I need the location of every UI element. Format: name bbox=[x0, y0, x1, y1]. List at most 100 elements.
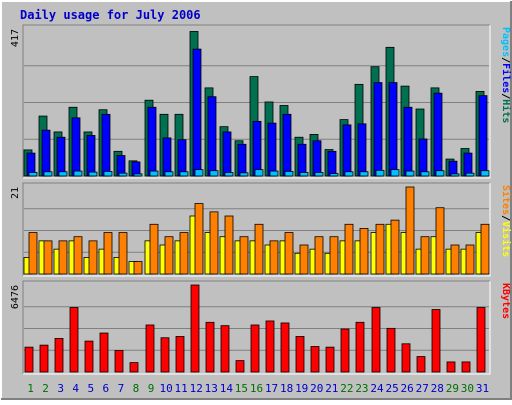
bar-pages-day-6 bbox=[103, 171, 113, 177]
day-label-30: 30 bbox=[461, 382, 474, 395]
bar-pages-day-5 bbox=[88, 171, 98, 177]
bar-kbytes-day-19 bbox=[295, 335, 305, 373]
legend-visits-sites: Sites/Visits bbox=[500, 185, 512, 257]
bar-pages-day-24 bbox=[375, 169, 385, 177]
bar-pages-day-7 bbox=[118, 172, 128, 177]
bar-kbytes-day-10 bbox=[160, 337, 170, 373]
bar-kbytes-day-14 bbox=[220, 325, 230, 373]
bar-sites-day-13 bbox=[209, 211, 219, 275]
day-label-12: 12 bbox=[190, 382, 203, 395]
bar-pages-day-8 bbox=[133, 173, 143, 177]
bar-sites-day-19 bbox=[299, 244, 309, 275]
legend-entry: / bbox=[500, 57, 511, 63]
bar-sites-day-15 bbox=[239, 236, 249, 275]
bar-sites-day-10 bbox=[164, 236, 174, 275]
bar-pages-day-10 bbox=[164, 171, 174, 177]
bar-kbytes-day-26 bbox=[401, 343, 411, 373]
day-label-13: 13 bbox=[205, 382, 218, 395]
bar-files-day-31 bbox=[478, 95, 488, 177]
legend-entry: Visits bbox=[500, 221, 512, 257]
day-label-10: 10 bbox=[159, 382, 172, 395]
bar-kbytes-day-21 bbox=[325, 346, 335, 373]
bar-files-day-11 bbox=[177, 139, 187, 177]
bar-sites-day-18 bbox=[284, 232, 294, 275]
bar-files-day-15 bbox=[237, 143, 247, 177]
bar-files-day-24 bbox=[373, 82, 383, 177]
bar-kbytes-day-1 bbox=[24, 346, 34, 373]
bar-pages-day-4 bbox=[73, 170, 83, 177]
legend-entry: Hits bbox=[500, 99, 512, 123]
bar-kbytes-day-25 bbox=[386, 327, 396, 373]
bar-files-day-17 bbox=[267, 122, 277, 177]
legend-entry: / bbox=[500, 93, 511, 99]
day-label-18: 18 bbox=[280, 382, 293, 395]
bar-files-day-22 bbox=[342, 124, 352, 177]
bar-sites-day-2 bbox=[43, 240, 53, 275]
bar-files-day-30 bbox=[463, 152, 473, 177]
panel-kbytes: 6476 KBytes bbox=[10, 280, 511, 375]
series-files bbox=[26, 48, 488, 177]
bar-sites-day-17 bbox=[269, 240, 279, 275]
bar-sites-day-7 bbox=[118, 232, 128, 275]
bar-sites-day-1 bbox=[28, 232, 38, 275]
day-label-16: 16 bbox=[250, 382, 263, 395]
day-label-21: 21 bbox=[325, 382, 338, 395]
bar-sites-day-16 bbox=[254, 223, 264, 275]
bar-kbytes-day-15 bbox=[235, 360, 245, 373]
bar-pages-day-2 bbox=[43, 171, 53, 177]
bar-kbytes-day-18 bbox=[280, 322, 290, 373]
bar-files-day-16 bbox=[252, 120, 262, 177]
day-label-24: 24 bbox=[370, 382, 384, 395]
day-label-6: 6 bbox=[103, 382, 110, 395]
day-label-15: 15 bbox=[235, 382, 248, 395]
bar-pages-day-19 bbox=[299, 172, 309, 177]
series-kbytes bbox=[24, 284, 486, 373]
bar-files-day-20 bbox=[312, 140, 322, 177]
bar-pages-day-25 bbox=[390, 169, 400, 177]
bar-files-day-26 bbox=[403, 106, 413, 177]
bar-kbytes-day-9 bbox=[145, 324, 155, 373]
scale-max-label: 417 bbox=[10, 29, 21, 47]
bar-kbytes-day-12 bbox=[190, 284, 200, 373]
day-label-27: 27 bbox=[416, 382, 429, 395]
bar-pages-day-17 bbox=[269, 170, 279, 177]
bar-files-day-4 bbox=[71, 117, 81, 177]
bar-files-day-2 bbox=[41, 129, 51, 177]
bar-kbytes-day-8 bbox=[129, 362, 139, 373]
day-label-31: 31 bbox=[476, 382, 489, 395]
bar-kbytes-day-30 bbox=[461, 361, 471, 373]
bar-sites-day-6 bbox=[103, 232, 113, 275]
legend-entry: Pages bbox=[500, 27, 511, 57]
day-label-20: 20 bbox=[310, 382, 323, 395]
bar-pages-day-20 bbox=[314, 172, 324, 177]
scale-max-label: 21 bbox=[10, 187, 21, 199]
bar-files-day-19 bbox=[297, 143, 307, 177]
bar-pages-day-18 bbox=[284, 171, 294, 177]
scale-max-label: 6476 bbox=[10, 285, 21, 309]
bar-sites-day-21 bbox=[329, 236, 339, 275]
bar-pages-day-9 bbox=[149, 170, 159, 177]
bar-files-day-25 bbox=[388, 82, 398, 177]
panel-hits-files-pages: 417 Pages/Files/Hits bbox=[10, 24, 512, 179]
bar-sites-day-28 bbox=[435, 207, 445, 275]
bar-kbytes-day-13 bbox=[205, 321, 215, 373]
bar-pages-day-22 bbox=[344, 171, 354, 177]
bar-pages-day-26 bbox=[405, 170, 415, 177]
bar-sites-day-8 bbox=[133, 261, 143, 275]
bar-pages-day-15 bbox=[239, 172, 249, 177]
bar-kbytes-day-17 bbox=[265, 320, 275, 373]
bar-files-day-14 bbox=[222, 131, 232, 177]
bar-sites-day-3 bbox=[58, 240, 68, 275]
bar-kbytes-day-28 bbox=[431, 309, 441, 373]
bar-sites-day-4 bbox=[73, 236, 83, 275]
bar-files-day-21 bbox=[327, 150, 337, 177]
bar-kbytes-day-16 bbox=[250, 324, 260, 373]
legend-entry: Sites bbox=[500, 185, 512, 215]
bar-pages-day-14 bbox=[224, 172, 234, 177]
bar-kbytes-day-2 bbox=[39, 344, 49, 373]
bar-pages-day-1 bbox=[28, 172, 38, 177]
bar-sites-day-30 bbox=[465, 244, 475, 275]
bar-pages-day-3 bbox=[58, 171, 68, 177]
bar-sites-day-24 bbox=[375, 223, 385, 275]
panel-visits-sites: 21 Sites/Visits bbox=[10, 182, 512, 277]
